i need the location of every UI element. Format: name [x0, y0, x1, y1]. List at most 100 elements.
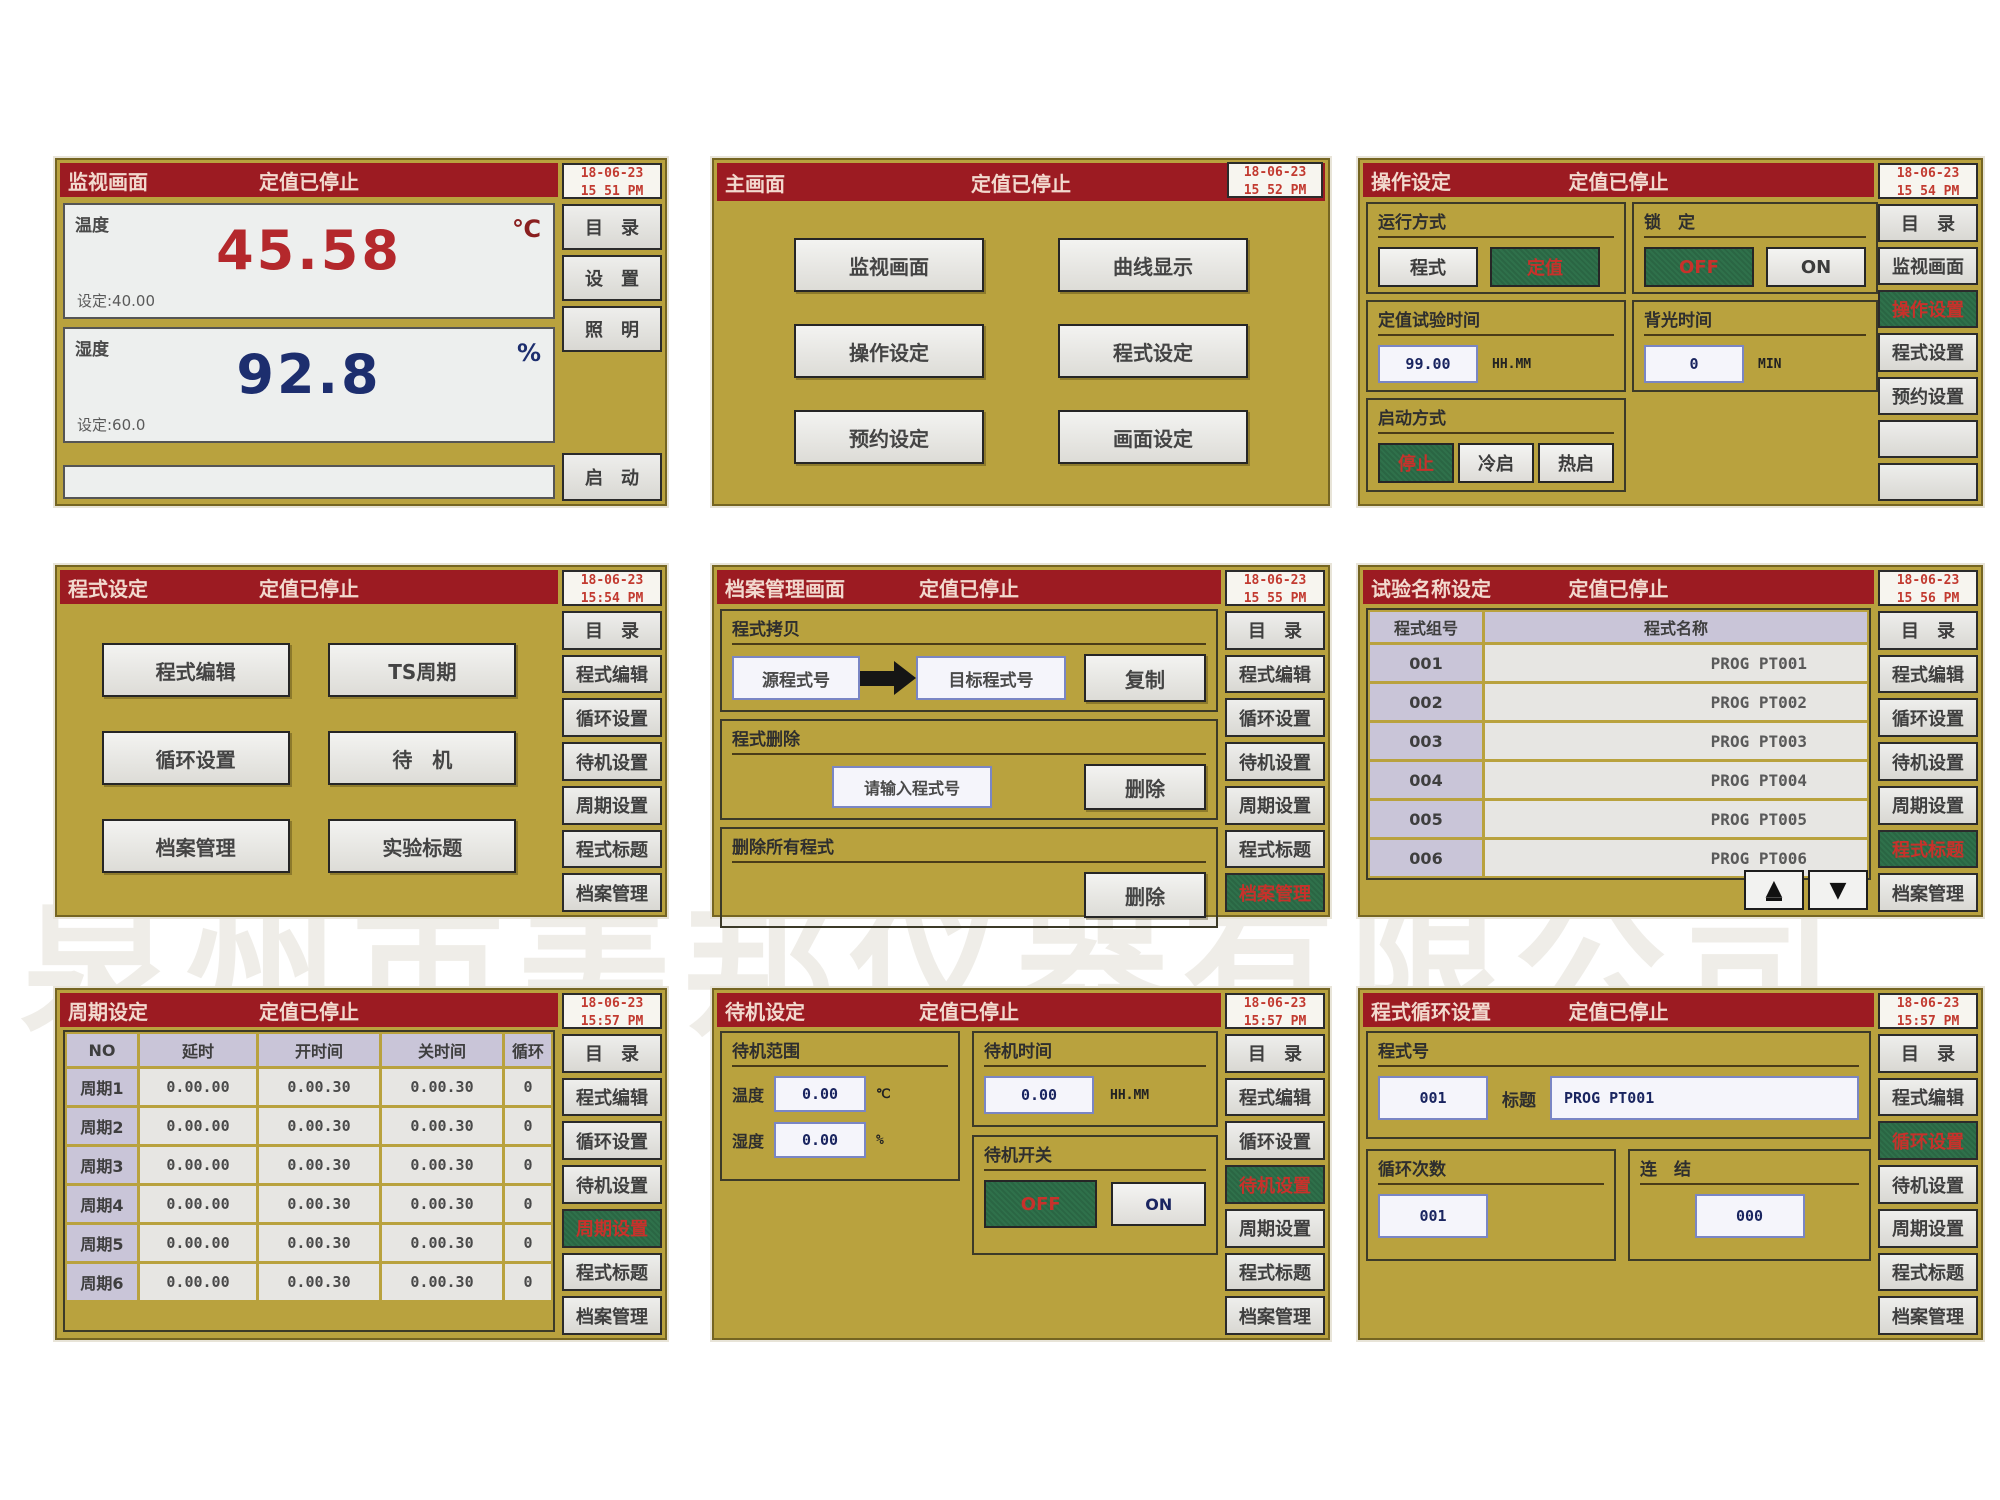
sidebar-item-loop-setting[interactable]: 循环设置 [1225, 698, 1325, 738]
scroll-down-button[interactable]: ▼ [1808, 870, 1868, 910]
table-row[interactable]: 周期6 0.00.00 0.00.30 0.00.30 0 [67, 1264, 551, 1300]
program-title-input[interactable]: PROG PT001 [1550, 1076, 1859, 1120]
table-row[interactable]: 周期4 0.00.00 0.00.30 0.00.30 0 [67, 1186, 551, 1222]
sidebar-item-menu[interactable]: 目 录 [562, 611, 662, 650]
sidebar-item-standby-setting[interactable]: 待机设置 [562, 1165, 662, 1204]
sidebar-item-file-manage[interactable]: 档案管理 [1878, 1296, 1978, 1336]
sidebar-item-loop-setting[interactable]: 循环设置 [562, 698, 662, 738]
sidebar-item-standby-setting[interactable]: 待机设置 [1878, 742, 1978, 781]
program-number-input[interactable]: 001 [1378, 1076, 1488, 1120]
table-row[interactable]: 003 PROG PT003 [1370, 723, 1867, 759]
source-program-input[interactable]: 源程式号 [732, 656, 860, 700]
menu-item-operation-setting[interactable]: 操作设定 [794, 324, 984, 378]
sidebar-item-menu[interactable]: 目 录 [1225, 1034, 1325, 1073]
sidebar-item-cycle-setting[interactable]: 周期设置 [1225, 785, 1325, 825]
sidebar-item-program-title[interactable]: 程式标题 [562, 829, 662, 869]
standby-off-button[interactable]: OFF [984, 1180, 1098, 1228]
table-row[interactable]: 002 PROG PT002 [1370, 684, 1867, 720]
menu-item-reservation-setting[interactable]: 预约设定 [794, 410, 984, 464]
table-row[interactable]: 周期1 0.00.00 0.00.30 0.00.30 0 [67, 1069, 551, 1105]
table-row[interactable]: 周期3 0.00.00 0.00.30 0.00.30 0 [67, 1147, 551, 1183]
sidebar-item-loop-setting[interactable]: 循环设置 [562, 1121, 662, 1161]
table-row[interactable]: 005 PROG PT005 [1370, 801, 1867, 837]
standby-time-input[interactable]: 0.00 [984, 1076, 1094, 1114]
file-manage-button[interactable]: 档案管理 [101, 819, 290, 873]
sidebar-item-standby-setting[interactable]: 待机设置 [1878, 1165, 1978, 1204]
sidebar-item-file-manage[interactable]: 档案管理 [1225, 873, 1325, 913]
sidebar-item-standby-setting[interactable]: 待机设置 [562, 742, 662, 781]
delete-program-number-input[interactable]: 请输入程式号 [832, 766, 992, 808]
menu-item-curve-display[interactable]: 曲线显示 [1058, 238, 1248, 292]
sidebar-item-reservation-setting[interactable]: 预约设置 [1878, 376, 1978, 415]
sidebar-item-file-manage[interactable]: 档案管理 [1878, 873, 1978, 913]
sidebar-item-program-edit[interactable]: 程式编辑 [1225, 654, 1325, 694]
start-mode-stop-button[interactable]: 停止 [1378, 443, 1454, 483]
loop-setting-button[interactable]: 循环设置 [101, 731, 290, 785]
standby-on-button[interactable]: ON [1111, 1182, 1206, 1226]
loop-count-input[interactable]: 001 [1378, 1194, 1488, 1238]
sidebar-item-cycle-setting[interactable]: 周期设置 [1878, 1208, 1978, 1248]
sidebar-item-standby-setting[interactable]: 待机设置 [1225, 1165, 1325, 1204]
sidebar-item-monitor[interactable]: 监视画面 [1878, 247, 1978, 286]
light-button[interactable]: 照 明 [562, 306, 662, 352]
sidebar-item-file-manage[interactable]: 档案管理 [562, 873, 662, 913]
table-row[interactable]: 004 PROG PT004 [1370, 762, 1867, 798]
sidebar-item-operation-setting[interactable]: 操作设置 [1878, 290, 1978, 329]
sidebar-item-program-edit[interactable]: 程式编辑 [562, 1077, 662, 1117]
sidebar-item-loop-setting[interactable]: 循环设置 [1878, 698, 1978, 738]
sidebar-item-program-edit[interactable]: 程式编辑 [1878, 1077, 1978, 1117]
sidebar-item-program-edit[interactable]: 程式编辑 [1878, 654, 1978, 694]
sidebar-item-loop-setting[interactable]: 循环设置 [1878, 1121, 1978, 1161]
sidebar-item-menu[interactable]: 目 录 [1878, 204, 1978, 243]
ts-cycle-button[interactable]: TS周期 [328, 643, 517, 697]
sidebar-item-program-edit[interactable]: 程式编辑 [562, 654, 662, 694]
program-edit-button[interactable]: 程式编辑 [101, 643, 290, 697]
sidebar-item-cycle-setting[interactable]: 周期设置 [1225, 1208, 1325, 1248]
menu-item-screen-setting[interactable]: 画面设定 [1058, 410, 1248, 464]
target-program-input[interactable]: 目标程式号 [916, 656, 1066, 700]
lock-off-button[interactable]: OFF [1644, 247, 1754, 287]
sidebar-item-loop-setting[interactable]: 循环设置 [1225, 1121, 1325, 1161]
menu-item-program-setting[interactable]: 程式设定 [1058, 324, 1248, 378]
menu-item-monitor[interactable]: 监视画面 [794, 238, 984, 292]
backlight-time-input[interactable]: 0 [1644, 345, 1744, 383]
sidebar-item-menu[interactable]: 目 录 [1878, 1034, 1978, 1073]
delete-all-button[interactable]: 删除 [1084, 872, 1206, 918]
start-button[interactable]: 启 动 [562, 453, 662, 501]
standby-button[interactable]: 待 机 [328, 731, 517, 785]
table-row[interactable]: 周期5 0.00.00 0.00.30 0.00.30 0 [67, 1225, 551, 1261]
sidebar-item-program-title[interactable]: 程式标题 [1878, 1252, 1978, 1292]
link-input[interactable]: 000 [1694, 1194, 1805, 1238]
start-mode-hot-button[interactable]: 热启 [1538, 443, 1614, 483]
sidebar-item-file-manage[interactable]: 档案管理 [562, 1296, 662, 1336]
sidebar-item-program-title[interactable]: 程式标题 [1878, 829, 1978, 869]
standby-temp-input[interactable]: 0.00 [774, 1076, 867, 1112]
sidebar-item-program-title[interactable]: 程式标题 [1225, 1252, 1325, 1292]
scroll-up-button[interactable]: ▲ [1744, 870, 1804, 910]
run-mode-program-button[interactable]: 程式 [1378, 247, 1478, 287]
lock-on-button[interactable]: ON [1766, 247, 1866, 287]
sidebar-item-program-setting[interactable]: 程式设置 [1878, 333, 1978, 372]
sidebar-item-program-title[interactable]: 程式标题 [1225, 829, 1325, 869]
fixed-test-time-input[interactable]: 99.00 [1378, 345, 1478, 383]
test-title-button[interactable]: 实验标题 [328, 819, 517, 873]
sidebar-item-menu[interactable]: 目 录 [1225, 611, 1325, 650]
sidebar-item-file-manage[interactable]: 档案管理 [1225, 1296, 1325, 1336]
sidebar-item-standby-setting[interactable]: 待机设置 [1225, 742, 1325, 781]
table-row[interactable]: 006 PROG PT006 [1370, 840, 1867, 876]
delete-button[interactable]: 删除 [1084, 764, 1206, 810]
sidebar-item-program-title[interactable]: 程式标题 [562, 1252, 662, 1292]
run-mode-fixed-button[interactable]: 定值 [1490, 247, 1600, 287]
sidebar-item-cycle-setting[interactable]: 周期设置 [1878, 785, 1978, 825]
sidebar-item-menu[interactable]: 目 录 [1878, 611, 1978, 650]
copy-button[interactable]: 复制 [1084, 654, 1206, 702]
sidebar-item-cycle-setting[interactable]: 周期设置 [562, 785, 662, 825]
sidebar-item-cycle-setting[interactable]: 周期设置 [562, 1208, 662, 1248]
start-mode-cold-button[interactable]: 冷启 [1458, 443, 1534, 483]
sidebar-item-program-edit[interactable]: 程式编辑 [1225, 1077, 1325, 1117]
menu-button[interactable]: 目 录 [562, 204, 662, 250]
table-row[interactable]: 001 PROG PT001 [1370, 645, 1867, 681]
settings-button[interactable]: 设 置 [562, 255, 662, 301]
sidebar-item-menu[interactable]: 目 录 [562, 1034, 662, 1073]
table-row[interactable]: 周期2 0.00.00 0.00.30 0.00.30 0 [67, 1108, 551, 1144]
